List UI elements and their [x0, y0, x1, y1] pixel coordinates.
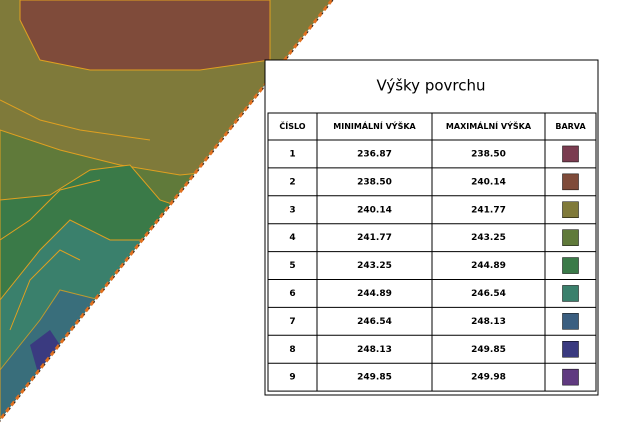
color-swatch: [562, 341, 579, 358]
row-number: 6: [289, 289, 295, 299]
color-swatch: [562, 229, 579, 246]
boundary-line-inner: [0, 0, 334, 422]
column-header: MAXIMÁLNÍ VÝŠKA: [446, 120, 532, 131]
color-swatch: [562, 285, 579, 302]
max-height: 249.85: [471, 345, 506, 355]
min-height: 243.25: [357, 261, 392, 271]
row-number: 1: [289, 149, 295, 159]
min-height: 249.85: [357, 373, 392, 383]
row-number: 2: [289, 177, 295, 187]
column-header: BARVA: [555, 122, 586, 131]
row-number: 3: [289, 205, 295, 215]
row-number: 9: [289, 373, 295, 383]
min-height: 236.87: [357, 149, 392, 159]
row-number: 8: [289, 345, 295, 355]
color-swatch: [562, 368, 579, 386]
max-height: 244.89: [471, 261, 506, 271]
row-number: 5: [289, 261, 295, 271]
boundary-line: [0, 0, 334, 423]
min-height: 248.13: [357, 345, 392, 355]
min-height: 238.50: [357, 177, 392, 187]
row-number: 4: [289, 233, 295, 243]
min-height: 240.14: [357, 205, 392, 215]
column-header: MINIMÁLNÍ VÝŠKA: [333, 120, 416, 131]
max-height: 243.25: [471, 233, 506, 243]
color-swatch: [562, 145, 579, 163]
min-height: 244.89: [357, 289, 392, 299]
color-swatch: [562, 313, 579, 330]
max-height: 240.14: [471, 177, 506, 187]
max-height: 248.13: [471, 317, 506, 327]
max-height: 249.98: [471, 373, 506, 383]
legend-title: Výšky povrchu: [376, 77, 485, 95]
color-swatch: [562, 201, 579, 218]
row-number: 7: [289, 317, 295, 327]
column-header: ČÍSLO: [279, 120, 305, 131]
color-swatch: [562, 257, 579, 274]
max-height: 246.54: [471, 289, 506, 299]
color-swatch: [562, 173, 579, 191]
max-height: 241.77: [471, 205, 506, 215]
min-height: 246.54: [357, 317, 392, 327]
min-height: 241.77: [357, 233, 392, 243]
max-height: 238.50: [471, 149, 506, 159]
